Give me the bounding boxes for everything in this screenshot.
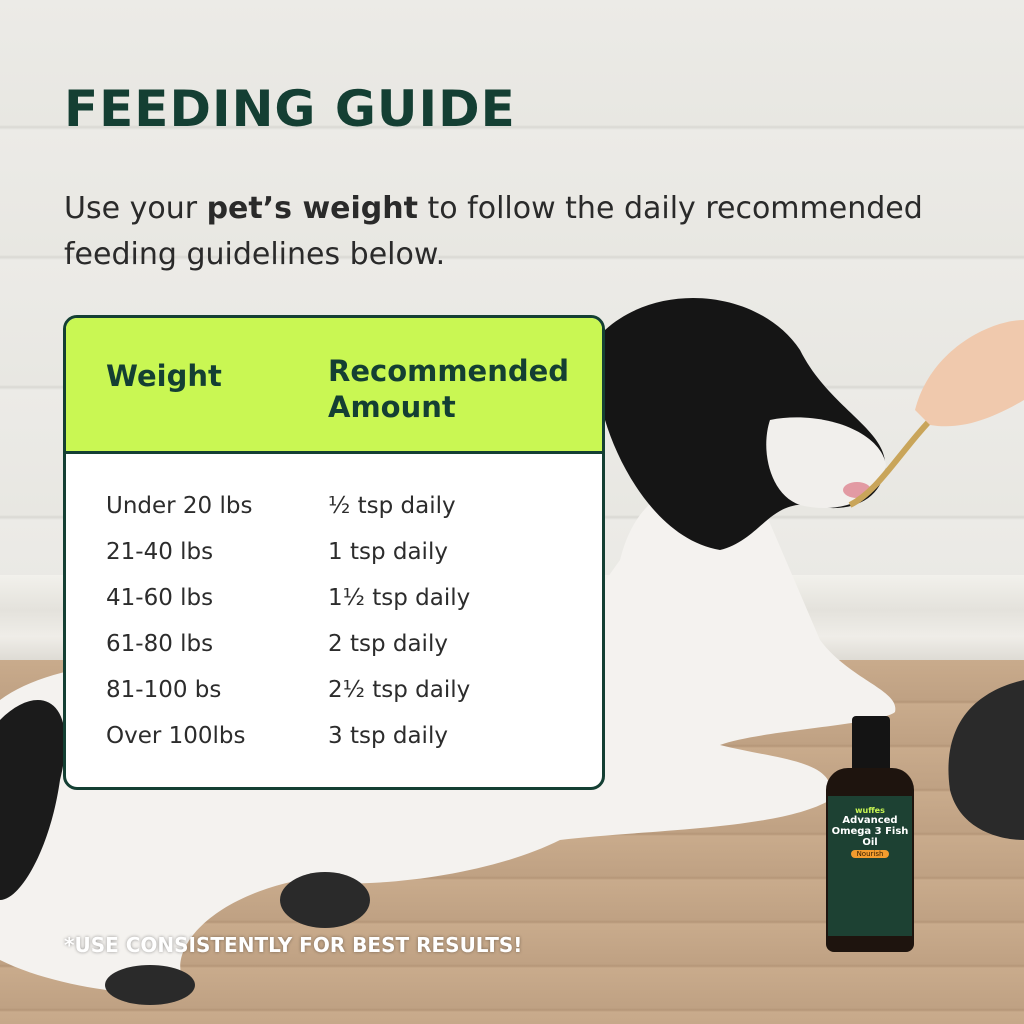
intro-after: to follow the daily recommended feeding … — [64, 191, 923, 272]
product-bottle: wuffes Advanced Omega 3 Fish Oil Nourish — [826, 716, 914, 952]
bottle-label: wuffes Advanced Omega 3 Fish Oil Nourish — [828, 796, 912, 936]
header-weight: Weight — [106, 359, 222, 393]
person-leg — [948, 680, 1024, 840]
weight-cell: Over 100lbs — [106, 723, 246, 749]
weight-cell: 81-100 bs — [106, 677, 222, 703]
spoon — [848, 407, 943, 508]
intro-bold: pet’s weight — [206, 191, 418, 226]
weight-cell: 41-60 lbs — [106, 585, 214, 611]
brand-name: wuffes — [855, 806, 885, 815]
amount-cell: 2½ tsp daily — [328, 677, 471, 703]
amount-cell: 1 tsp daily — [328, 539, 448, 565]
amount-cell: 1½ tsp daily — [328, 585, 471, 611]
header-amount: Recommended Amount — [328, 354, 570, 424]
dog-paw — [280, 872, 370, 928]
hand — [915, 320, 1024, 427]
amount-cell: 3 tsp daily — [328, 723, 448, 749]
table-header: Weight Recommended Amount — [66, 318, 602, 454]
feeding-table: Weight Recommended Amount Under 20 lbs ½ … — [63, 315, 605, 790]
intro-text: Use your pet’s weight to follow the dail… — [64, 186, 964, 278]
intro-before: Use your — [64, 191, 207, 226]
weight-cell: 61-80 lbs — [106, 631, 214, 657]
dog-paw-2 — [105, 965, 195, 1005]
footnote: *USE CONSISTENTLY FOR BEST RESULTS! — [64, 933, 523, 957]
nourish-badge: Nourish — [850, 850, 890, 858]
amount-cell: 2 tsp daily — [328, 631, 448, 657]
dog-dark-patch — [0, 700, 66, 900]
weight-cell: Under 20 lbs — [106, 493, 253, 519]
bottle-cap — [852, 716, 890, 774]
product-name: Advanced Omega 3 Fish Oil — [831, 815, 909, 848]
weight-cell: 21-40 lbs — [106, 539, 214, 565]
amount-cell: ½ tsp daily — [328, 493, 456, 519]
page-title: FEEDING GUIDE — [64, 80, 516, 138]
